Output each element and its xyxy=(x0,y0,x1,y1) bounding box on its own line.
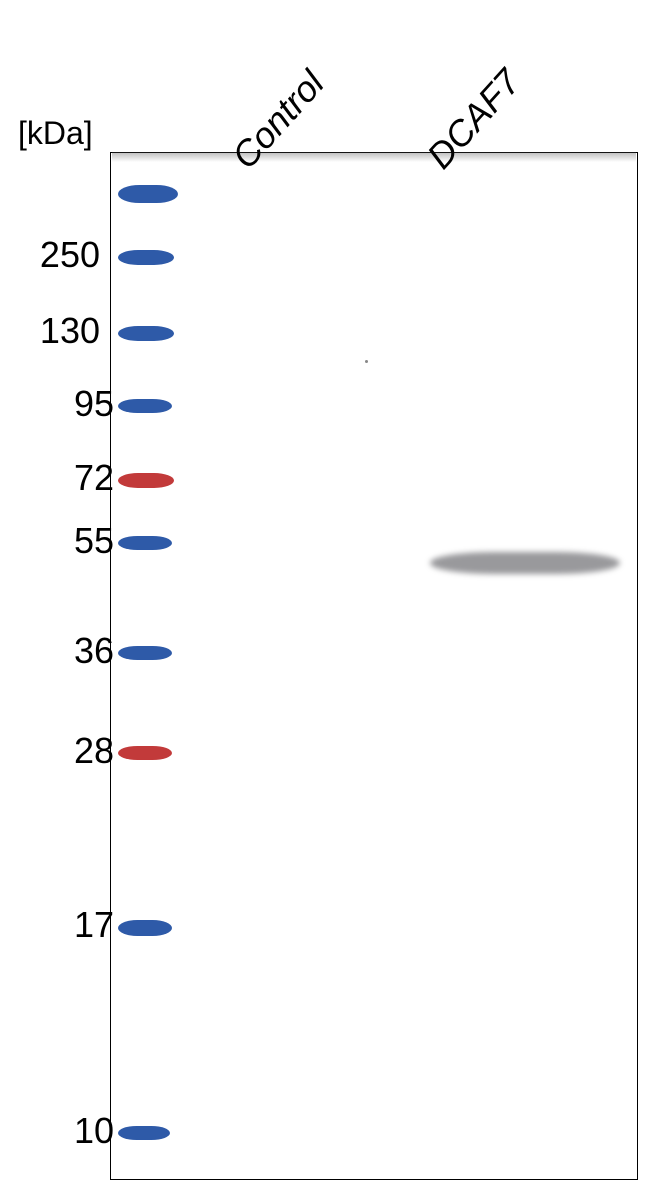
artifact-speck xyxy=(365,360,368,363)
ladder-band-top xyxy=(118,185,178,203)
ladder-band-250 xyxy=(118,250,174,265)
western-blot-figure: [kDa] Control DCAF7 250 130 95 72 55 36 … xyxy=(0,0,650,1197)
ladder-band-72 xyxy=(118,473,174,488)
mw-label-130: 130 xyxy=(20,310,100,352)
ladder-band-36 xyxy=(118,646,172,660)
dcaf7-band-55kda xyxy=(430,552,620,574)
ladder-band-10 xyxy=(118,1126,170,1140)
mw-label-28: 28 xyxy=(34,730,114,772)
ladder-band-130 xyxy=(118,326,174,341)
mw-label-250: 250 xyxy=(20,234,100,276)
ladder-band-55 xyxy=(118,536,172,550)
mw-label-36: 36 xyxy=(34,630,114,672)
ladder-band-17 xyxy=(118,920,172,936)
mw-label-72: 72 xyxy=(34,457,114,499)
axis-unit-label: [kDa] xyxy=(18,115,93,152)
ladder-band-95 xyxy=(118,399,172,413)
well-shadow xyxy=(112,152,636,162)
mw-label-17: 17 xyxy=(34,904,114,946)
ladder-band-28 xyxy=(118,746,172,760)
mw-label-10: 10 xyxy=(34,1110,114,1152)
blot-membrane-frame xyxy=(110,152,638,1180)
mw-label-55: 55 xyxy=(34,520,114,562)
mw-label-95: 95 xyxy=(34,383,114,425)
